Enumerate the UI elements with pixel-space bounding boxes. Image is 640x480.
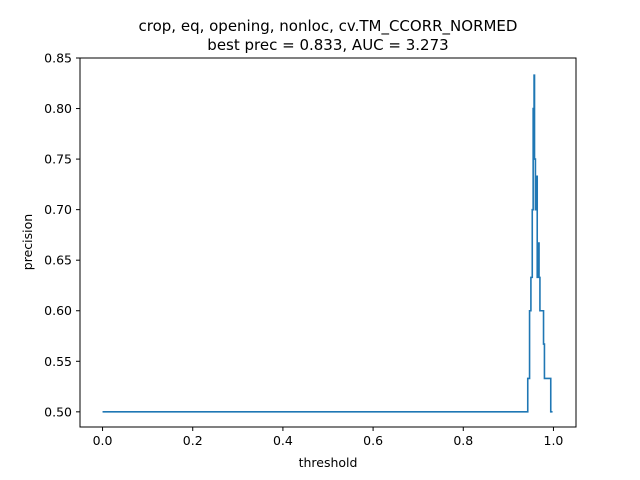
y-axis-label: precision bbox=[20, 214, 35, 270]
x-tick-label: 0.2 bbox=[183, 433, 203, 448]
x-tick-label: 0.8 bbox=[453, 433, 473, 448]
y-tick-label: 0.65 bbox=[44, 253, 72, 268]
chart-title-line-1: crop, eq, opening, nonloc, cv.TM_CCORR_N… bbox=[139, 17, 518, 36]
y-tick-label: 0.70 bbox=[44, 202, 72, 217]
x-tick-label: 0.6 bbox=[363, 433, 383, 448]
y-tick-label: 0.50 bbox=[44, 404, 72, 419]
y-tick-label: 0.85 bbox=[44, 51, 72, 66]
plot-frame bbox=[79, 57, 577, 428]
x-tick-label: 0.4 bbox=[273, 433, 293, 448]
x-axis-ticks: 0.0 0.2 0.4 0.6 0.8 1.0 bbox=[93, 427, 564, 448]
x-tick-label: 1.0 bbox=[544, 433, 564, 448]
y-tick-label: 0.55 bbox=[44, 354, 72, 369]
y-tick-label: 0.60 bbox=[44, 303, 72, 318]
chart-title-line-2: best prec = 0.833, AUC = 3.273 bbox=[207, 36, 448, 54]
x-tick-label: 0.0 bbox=[93, 433, 113, 448]
x-axis-label: threshold bbox=[299, 455, 358, 470]
y-axis-ticks: 0.50 0.55 0.60 0.65 0.70 0.75 0.80 0.85 bbox=[44, 51, 80, 419]
precision-series-line bbox=[102, 74, 553, 413]
y-tick-label: 0.80 bbox=[44, 101, 72, 116]
plot-area bbox=[80, 58, 576, 427]
y-tick-label: 0.75 bbox=[44, 152, 72, 167]
